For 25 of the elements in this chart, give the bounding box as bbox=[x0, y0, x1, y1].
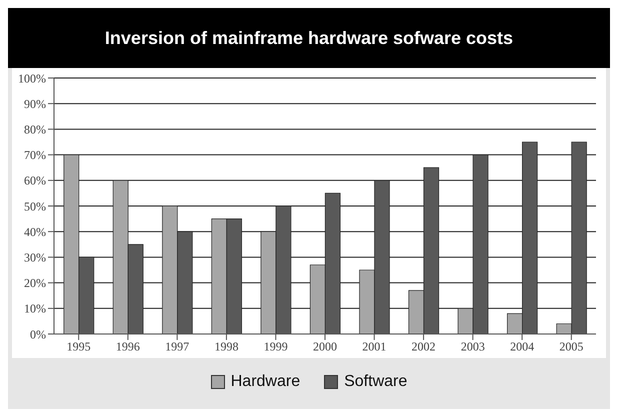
x-tick-label: 1997 bbox=[165, 340, 190, 354]
legend-label: Hardware bbox=[230, 372, 300, 390]
y-tick-label: 10% bbox=[24, 302, 46, 316]
y-tick-label: 0% bbox=[30, 327, 46, 342]
x-tick-label: 1996 bbox=[116, 340, 140, 354]
y-tick-label: 50% bbox=[24, 199, 46, 214]
x-tick-label: 1995 bbox=[66, 340, 91, 354]
legend-label: Software bbox=[343, 372, 408, 390]
y-tick-label: 70% bbox=[24, 148, 46, 162]
x-tick-label: 2003 bbox=[460, 340, 485, 354]
y-tick-label: 80% bbox=[24, 122, 46, 136]
x-tick-label: 2001 bbox=[362, 340, 386, 354]
x-tick-label: 2004 bbox=[510, 340, 534, 354]
y-tick-label: 20% bbox=[24, 276, 46, 290]
x-tick-label: 2002 bbox=[412, 340, 436, 354]
y-tick-label: 60% bbox=[24, 174, 46, 188]
y-tick-label: 30% bbox=[24, 250, 46, 264]
y-tick-label: 100% bbox=[18, 71, 46, 86]
chart-title: Inversion of mainframe hardware sofware costs bbox=[8, 8, 610, 68]
y-tick-label: 40% bbox=[24, 224, 46, 239]
x-tick-label: 1998 bbox=[214, 340, 238, 354]
x-tick-label: 2000 bbox=[313, 340, 337, 354]
y-tick-label: 90% bbox=[24, 96, 46, 111]
x-tick-label: 2005 bbox=[559, 340, 584, 354]
x-tick-label: 1999 bbox=[264, 340, 288, 354]
